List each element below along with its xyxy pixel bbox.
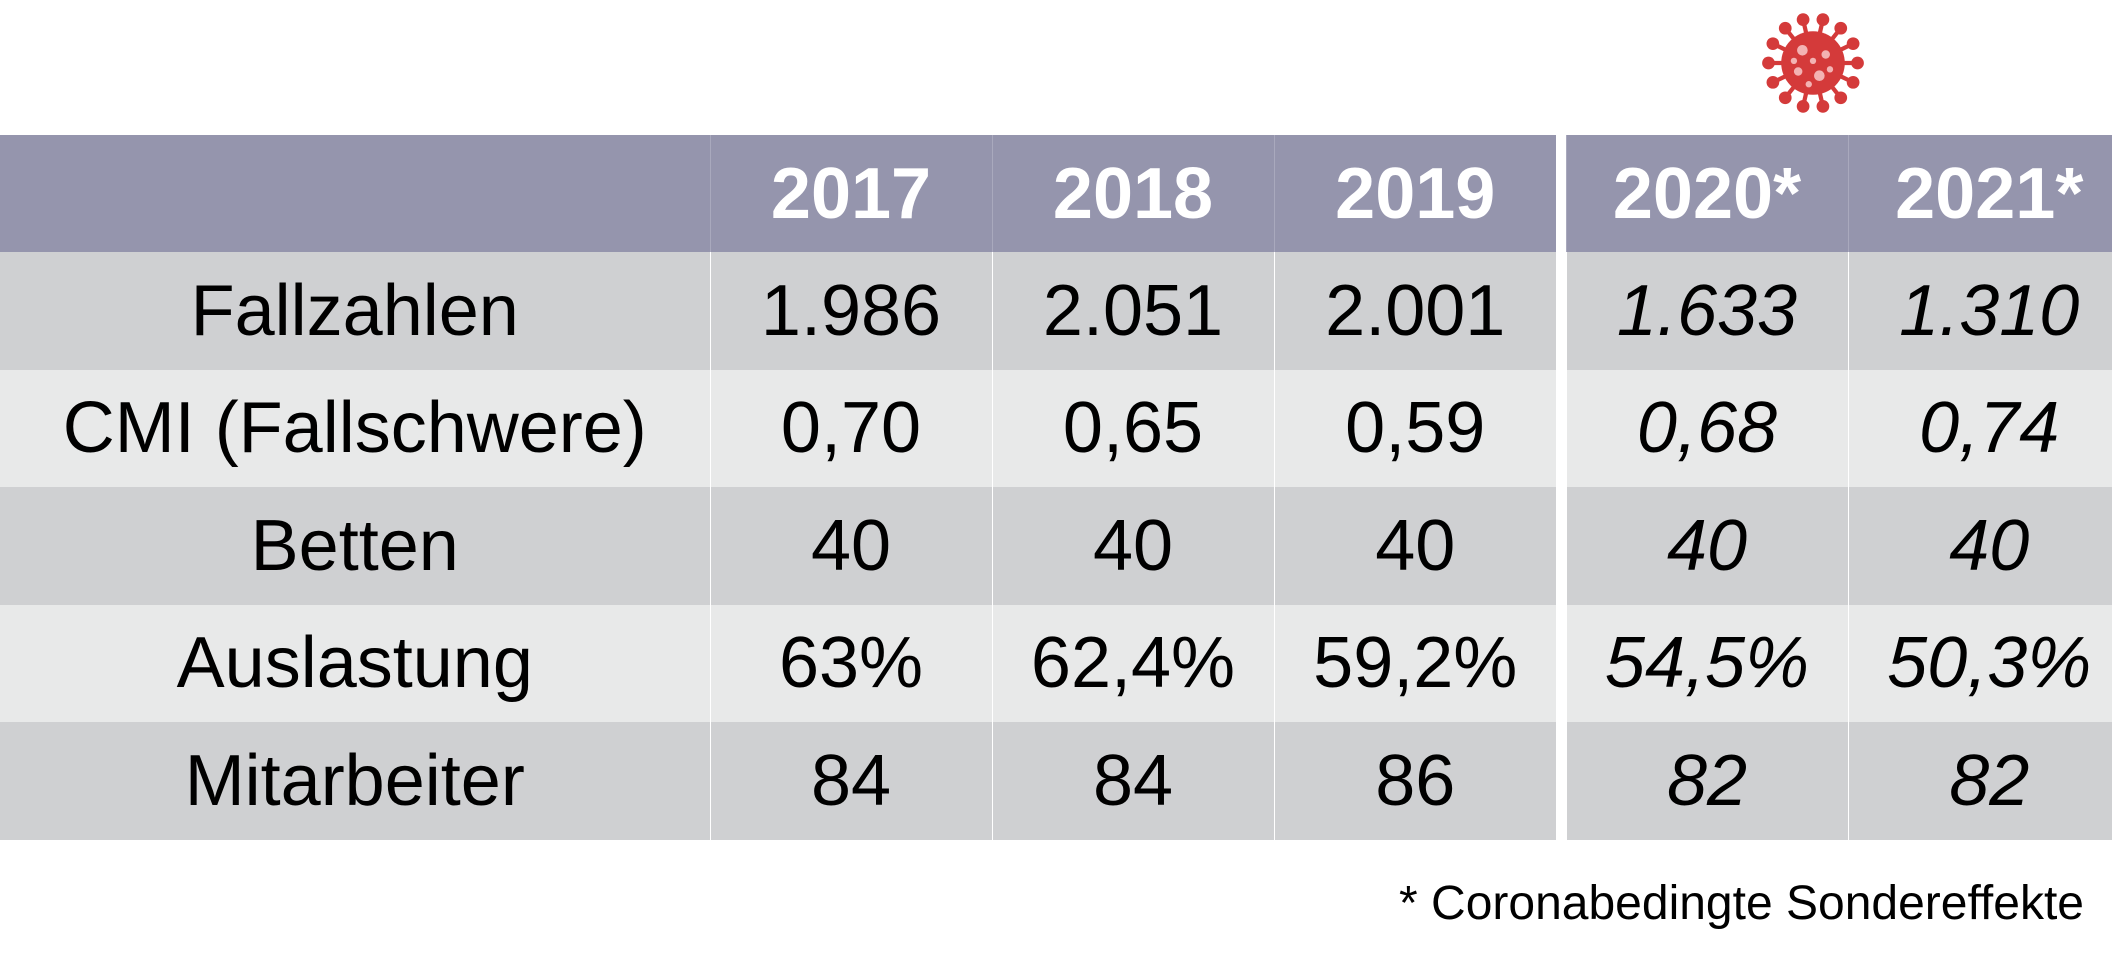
header-row: 2017 2018 2019 2020* 2021* [0, 135, 2112, 252]
table-cell: 0,70 [709, 369, 992, 487]
table-cell: 0,74 [1847, 369, 2112, 487]
table-cell: 40 [709, 487, 992, 605]
column-separator [1556, 135, 1566, 252]
table-row-fallzahlen: Fallzahlen 1.986 2.051 2.001 1.633 1.310 [0, 252, 2112, 370]
table-cell: 0,68 [1565, 369, 1848, 487]
column-separator [1556, 487, 1566, 605]
header-year-2017: 2017 [709, 135, 992, 252]
table-cell: 40 [991, 487, 1274, 605]
table-cell: 0,65 [991, 369, 1274, 487]
column-separator [1556, 252, 1566, 370]
table-cell: 40 [1565, 487, 1848, 605]
table-cell: 62,4% [991, 604, 1274, 722]
row-label: Betten [250, 505, 459, 586]
table-cell: 82 [1565, 722, 1848, 840]
table-row-auslastung: Auslastung 63% 62,4% 59,2% 54,5% 50,3% [0, 604, 2112, 722]
header-corner [0, 135, 710, 252]
table-cell: 1.986 [709, 252, 992, 370]
table-cell: 1.633 [1565, 252, 1848, 370]
row-label: Fallzahlen [190, 270, 519, 351]
table-cell: 59,2% [1273, 604, 1556, 722]
header-year-2021: 2021* [1847, 135, 2112, 252]
table-cell: 0,59 [1273, 369, 1556, 487]
column-separator [1556, 369, 1566, 487]
coronavirus-icon [1762, 13, 1864, 113]
row-label: CMI (Fallschwere) [62, 388, 647, 469]
table-cell: 63% [709, 604, 992, 722]
table-cell: 84 [991, 722, 1274, 840]
table-cell: 2.051 [991, 252, 1274, 370]
column-separator [1556, 722, 1566, 840]
table-row-cmi: CMI (Fallschwere) 0,70 0,65 0,59 0,68 0,… [0, 369, 2112, 487]
row-label: Auslastung [176, 623, 533, 704]
table-cell: 40 [1847, 487, 2112, 605]
table-cell: 84 [709, 722, 992, 840]
statistics-table: 2017 2018 2019 2020* 2021* Fallzahlen 1.… [0, 135, 2112, 840]
header-year-2019: 2019 [1273, 135, 1556, 252]
column-separator [1556, 604, 1566, 722]
table-cell: 2.001 [1273, 252, 1556, 370]
table-cell: 82 [1847, 722, 2112, 840]
footnote: * Coronabedingte Sondereffekte [1399, 877, 2084, 930]
table-row-mitarbeiter: Mitarbeiter 84 84 86 82 82 [0, 722, 2112, 840]
table-cell: 86 [1273, 722, 1556, 840]
table-row-betten: Betten 40 40 40 40 40 [0, 487, 2112, 605]
table-cell: 40 [1273, 487, 1556, 605]
header-year-2020: 2020* [1565, 135, 1848, 252]
table-cell: 1.310 [1847, 252, 2112, 370]
row-label: Mitarbeiter [184, 740, 525, 821]
table-cell: 50,3% [1847, 604, 2112, 722]
table-cell: 54,5% [1565, 604, 1848, 722]
header-year-2018: 2018 [991, 135, 1274, 252]
